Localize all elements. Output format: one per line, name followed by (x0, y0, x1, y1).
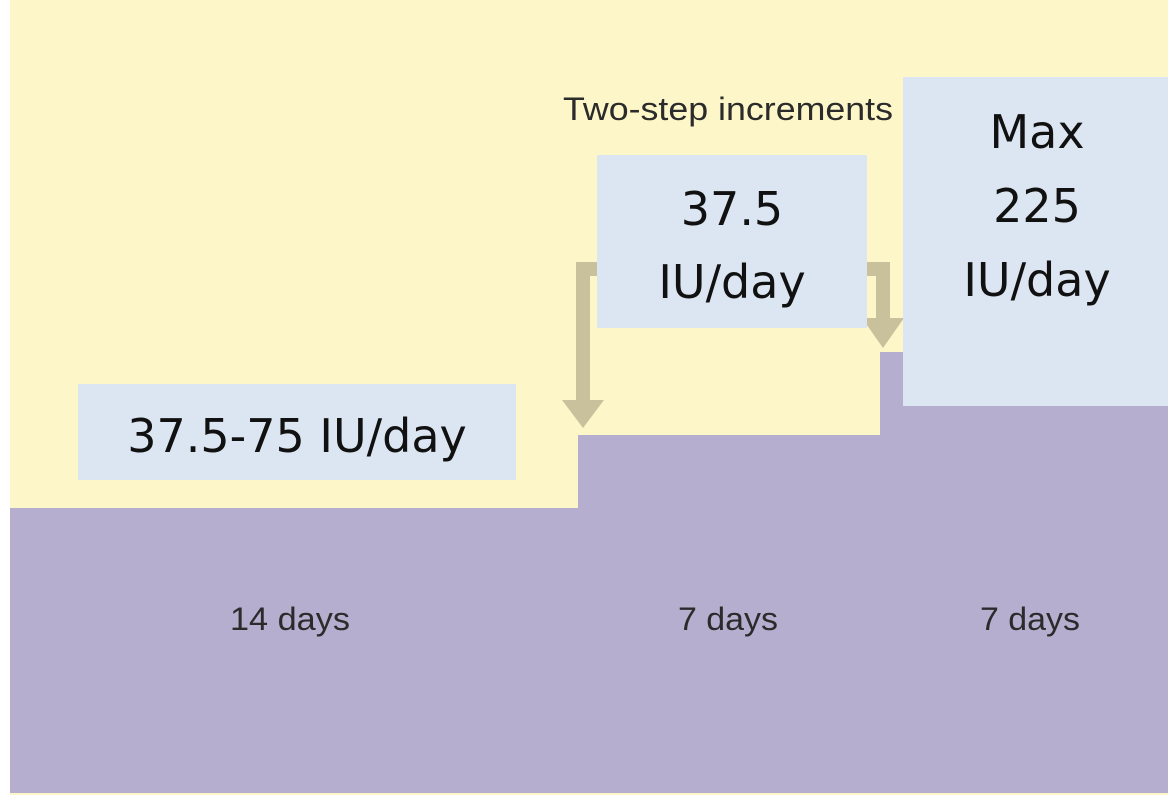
duration-label: 7 days (678, 601, 778, 637)
arrow-left (562, 262, 604, 428)
dose-label: IU/day (658, 255, 805, 309)
arrow-right (862, 262, 904, 348)
step-area (10, 352, 1168, 793)
duration-label: 7 days (980, 601, 1080, 637)
dose-label: 37.5-75 IU/day (127, 409, 467, 463)
dose-label: 37.5 (681, 182, 783, 236)
dose-box (78, 384, 516, 480)
dose-label: IU/day (963, 253, 1110, 307)
duration-label: 14 days (230, 601, 350, 637)
dose-label: 225 (993, 179, 1081, 233)
dose-box (903, 77, 1168, 406)
dose-label: Max (989, 105, 1084, 159)
annotation: Two-step increments (563, 91, 893, 127)
dose-box (597, 155, 867, 328)
arrows (562, 262, 904, 428)
